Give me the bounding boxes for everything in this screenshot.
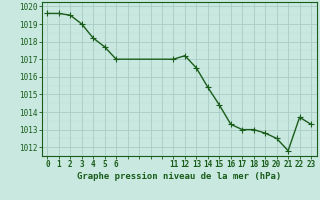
X-axis label: Graphe pression niveau de la mer (hPa): Graphe pression niveau de la mer (hPa) — [77, 172, 281, 181]
